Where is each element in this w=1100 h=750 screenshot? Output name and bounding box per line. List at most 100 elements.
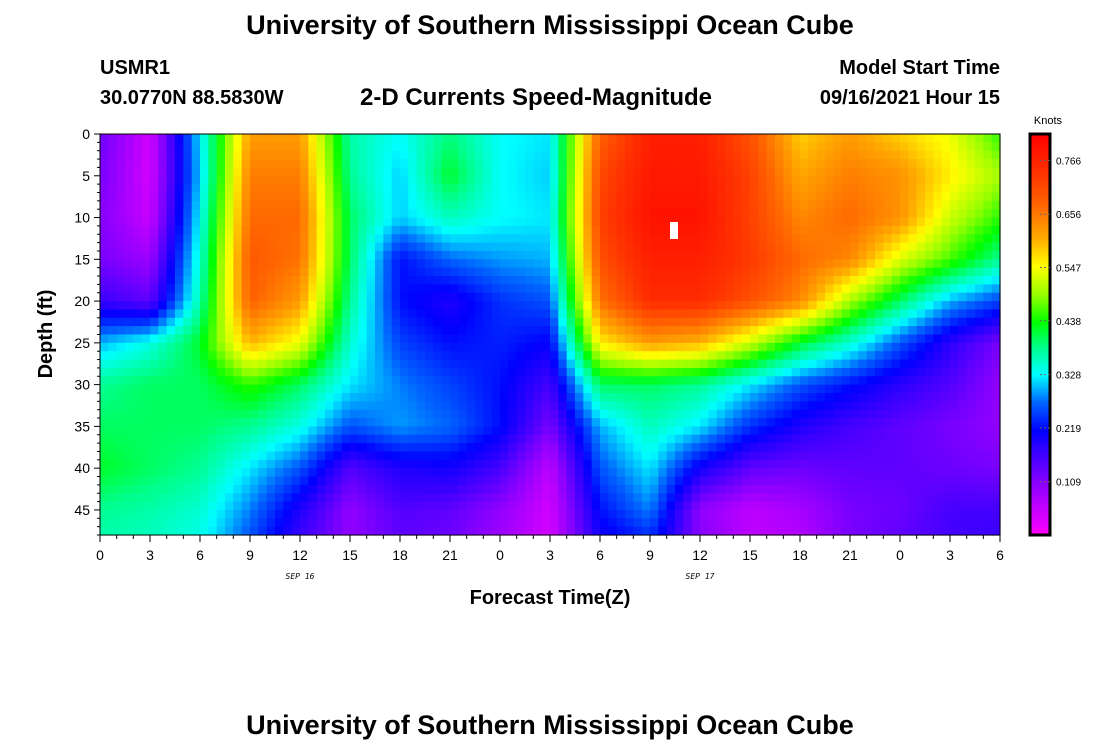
heatmap-cell	[191, 468, 201, 478]
heatmap-cell	[633, 259, 643, 269]
heatmap-cell	[683, 401, 693, 411]
heatmap-cell	[566, 376, 576, 386]
heatmap-cell	[966, 134, 976, 143]
heatmap-cell	[591, 434, 601, 444]
heatmap-cell	[258, 192, 268, 202]
heatmap-cell	[625, 225, 634, 235]
heatmap-cell	[500, 493, 509, 503]
heatmap-cell	[358, 434, 368, 444]
heatmap-cell	[141, 192, 151, 202]
heatmap-cell	[508, 501, 518, 511]
heatmap-cell	[400, 159, 409, 169]
heatmap-cell	[258, 509, 268, 519]
heatmap-cell	[966, 468, 976, 478]
heatmap-cell	[566, 501, 576, 511]
heatmap-cell	[191, 242, 201, 252]
heatmap-cell	[275, 175, 284, 185]
heatmap-cell	[741, 501, 751, 511]
heatmap-cell	[175, 267, 184, 277]
heatmap-cell	[366, 200, 376, 210]
heatmap-cell	[908, 451, 918, 461]
heatmap-cell	[558, 384, 568, 394]
heatmap-cell	[850, 367, 859, 377]
heatmap-cell	[816, 351, 826, 361]
heatmap-cell	[633, 367, 643, 377]
heatmap-cell	[975, 167, 984, 177]
heatmap-cell	[458, 301, 468, 311]
heatmap-cell	[608, 284, 618, 294]
heatmap-cell	[358, 242, 368, 252]
heatmap-cell	[166, 309, 176, 319]
heatmap-cell	[125, 317, 134, 327]
heatmap-cell	[116, 342, 126, 352]
heatmap-cell	[216, 501, 226, 511]
heatmap-cell	[916, 242, 926, 252]
heatmap-cell	[350, 259, 359, 269]
heatmap-cell	[158, 192, 168, 202]
heatmap-cell	[125, 292, 134, 302]
heatmap-cell	[416, 234, 426, 244]
heatmap-cell	[800, 459, 809, 469]
heatmap-cell	[791, 476, 801, 486]
heatmap-cell	[175, 167, 184, 177]
heatmap-cell	[558, 401, 568, 411]
heatmap-cell	[158, 334, 168, 344]
heatmap-cell	[408, 267, 418, 277]
heatmap-cell	[283, 426, 293, 436]
heatmap-cell	[108, 159, 118, 169]
heatmap-cell	[133, 451, 143, 461]
heatmap-cell	[958, 468, 968, 478]
heatmap-cell	[275, 192, 284, 202]
heatmap-cell	[691, 392, 701, 402]
heatmap-cell	[141, 501, 151, 511]
heatmap-cell	[100, 284, 109, 294]
heatmap-cell	[458, 184, 468, 194]
heatmap-cell	[750, 326, 759, 336]
heatmap-cell	[916, 426, 926, 436]
heatmap-cell	[700, 309, 709, 319]
heatmap-cell	[141, 334, 151, 344]
heatmap-cell	[766, 409, 776, 419]
heatmap-cell	[675, 359, 684, 369]
heatmap-cell	[100, 134, 109, 143]
heatmap-cell	[566, 401, 576, 411]
heatmap-cell	[466, 225, 476, 235]
heatmap-cell	[566, 150, 576, 160]
heatmap-cell	[900, 426, 909, 436]
heatmap-cell	[291, 150, 301, 160]
heatmap-cell	[416, 209, 426, 219]
heatmap-cell	[258, 451, 268, 461]
heatmap-cell	[958, 292, 968, 302]
heatmap-cell	[708, 501, 718, 511]
heatmap-cell	[316, 217, 326, 227]
heatmap-cell	[433, 292, 443, 302]
heatmap-cell	[233, 309, 243, 319]
heatmap-cell	[116, 192, 126, 202]
heatmap-cell	[133, 301, 143, 311]
heatmap-cell	[316, 426, 326, 436]
heatmap-cell	[333, 493, 343, 503]
heatmap-cell	[808, 167, 818, 177]
heatmap-cell	[625, 159, 634, 169]
heatmap-cell	[425, 192, 434, 202]
heatmap-cell	[741, 509, 751, 519]
heatmap-cell	[658, 334, 668, 344]
heatmap-cell	[341, 217, 351, 227]
heatmap-cell	[550, 301, 559, 311]
heatmap-cell	[283, 518, 293, 528]
heatmap-cell	[200, 359, 209, 369]
heatmap-cell	[291, 409, 301, 419]
heatmap-cell	[116, 468, 126, 478]
heatmap-cell	[783, 292, 793, 302]
heatmap-cell	[900, 167, 909, 177]
heatmap-cell	[608, 134, 618, 143]
heatmap-cell	[175, 292, 184, 302]
heatmap-cell	[816, 200, 826, 210]
heatmap-cell	[925, 434, 934, 444]
heatmap-cell	[750, 225, 759, 235]
heatmap-cell	[800, 242, 809, 252]
heatmap-cell	[483, 342, 493, 352]
heatmap-cell	[525, 392, 534, 402]
heatmap-cell	[366, 342, 376, 352]
heatmap-cell	[500, 484, 509, 494]
